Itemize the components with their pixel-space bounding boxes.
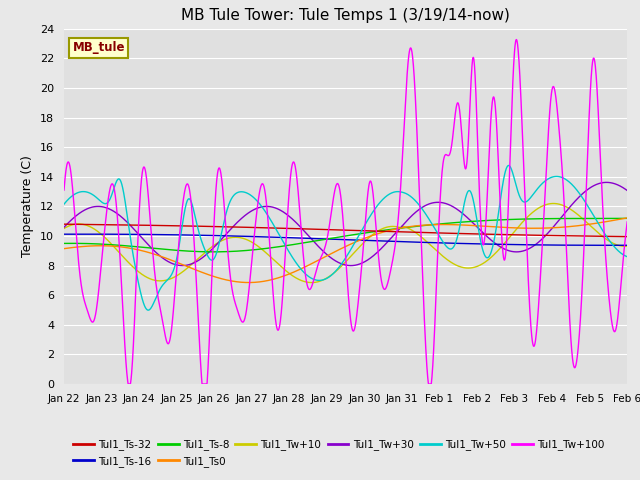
Tul1_Tw+30 — [179, 263, 186, 268]
Tul1_Tw+100 — [504, 217, 511, 223]
Line: Tul1_Tw+10: Tul1_Tw+10 — [64, 204, 627, 283]
Tul1_Ts-16 — [605, 242, 612, 248]
Tul1_Ts-8 — [607, 216, 614, 221]
Tul1_Tw+30 — [602, 180, 610, 185]
Tul1_Tw+10 — [89, 225, 97, 231]
Tul1_Ts0 — [89, 243, 97, 249]
Tul1_Tw+100 — [607, 315, 615, 321]
Tul1_Tw+30 — [334, 260, 342, 265]
Tul1_Tw+100 — [319, 250, 327, 255]
Tul1_Tw+10 — [319, 277, 327, 283]
Tul1_Tw+50 — [319, 277, 327, 283]
Tul1_Ts0 — [504, 225, 511, 230]
Tul1_Tw+10 — [504, 237, 511, 242]
Tul1_Tw+30 — [60, 224, 68, 230]
Tul1_Tw+100 — [60, 187, 68, 193]
Tul1_Tw+10 — [607, 240, 615, 245]
Tul1_Ts-16 — [607, 242, 615, 248]
Tul1_Ts-16 — [623, 242, 631, 248]
Tul1_Tw+10 — [60, 226, 68, 231]
Legend: Tul1_Ts-32, Tul1_Ts-16, Tul1_Ts-8, Tul1_Ts0, Tul1_Tw+10, Tul1_Tw+30, Tul1_Tw+50,: Tul1_Ts-32, Tul1_Ts-16, Tul1_Ts-8, Tul1_… — [69, 435, 609, 471]
Tul1_Ts-32 — [319, 227, 327, 232]
Tul1_Ts-32 — [623, 234, 631, 240]
Tul1_Ts-8 — [504, 216, 511, 222]
Line: Tul1_Ts-32: Tul1_Ts-32 — [64, 224, 627, 237]
Line: Tul1_Tw+100: Tul1_Tw+100 — [64, 40, 627, 384]
Tul1_Ts-32 — [60, 221, 68, 227]
Tul1_Ts0 — [623, 215, 631, 221]
Tul1_Tw+10 — [623, 243, 631, 249]
Tul1_Ts-32 — [89, 222, 97, 228]
Tul1_Tw+10 — [550, 201, 557, 206]
Tul1_Ts0 — [607, 218, 615, 224]
Tul1_Ts0 — [319, 255, 327, 261]
Tul1_Ts-16 — [82, 231, 90, 237]
Tul1_Ts-32 — [607, 234, 614, 240]
Tul1_Ts0 — [245, 280, 253, 286]
Tul1_Tw+10 — [334, 266, 342, 272]
Tul1_Tw+100 — [623, 219, 631, 225]
Tul1_Tw+30 — [607, 180, 615, 186]
Tul1_Ts0 — [60, 246, 68, 252]
Tul1_Tw+50 — [607, 240, 615, 246]
Tul1_Ts-8 — [60, 240, 68, 246]
Tul1_Tw+100 — [124, 381, 132, 387]
Text: MB_tule: MB_tule — [72, 41, 125, 54]
Tul1_Ts-32 — [607, 234, 614, 240]
Line: Tul1_Ts-8: Tul1_Ts-8 — [64, 218, 627, 252]
Tul1_Tw+30 — [89, 204, 97, 210]
Tul1_Ts-16 — [504, 241, 511, 247]
Line: Tul1_Ts-16: Tul1_Ts-16 — [64, 234, 627, 245]
Tul1_Tw+30 — [623, 188, 631, 193]
Tul1_Ts-32 — [504, 232, 511, 238]
Tul1_Tw+30 — [319, 248, 327, 254]
Tul1_Ts-8 — [89, 241, 97, 247]
Tul1_Ts-16 — [60, 231, 68, 237]
Tul1_Ts0 — [334, 247, 342, 253]
Line: Tul1_Tw+50: Tul1_Tw+50 — [64, 166, 627, 310]
Tul1_Tw+10 — [308, 280, 316, 286]
Tul1_Tw+100 — [334, 181, 342, 187]
Tul1_Ts-16 — [334, 237, 342, 242]
Tul1_Ts-8 — [623, 216, 631, 221]
Tul1_Tw+50 — [145, 307, 152, 313]
Tul1_Tw+50 — [607, 240, 615, 246]
Tul1_Tw+50 — [623, 254, 631, 260]
Tul1_Tw+50 — [334, 265, 342, 271]
Tul1_Ts-16 — [319, 236, 327, 242]
Tul1_Tw+50 — [60, 201, 68, 207]
Tul1_Ts-8 — [210, 249, 218, 255]
Tul1_Ts-8 — [334, 234, 342, 240]
Line: Tul1_Ts0: Tul1_Ts0 — [64, 218, 627, 283]
Tul1_Ts-16 — [607, 242, 615, 248]
Tul1_Tw+50 — [504, 163, 511, 169]
Tul1_Tw+30 — [607, 180, 615, 186]
Tul1_Ts-8 — [607, 216, 615, 221]
Y-axis label: Temperature (C): Temperature (C) — [22, 156, 35, 257]
Tul1_Ts-32 — [334, 227, 342, 233]
Tul1_Tw+50 — [505, 163, 513, 168]
Tul1_Tw+100 — [513, 37, 520, 43]
Tul1_Tw+100 — [607, 317, 615, 323]
Tul1_Tw+100 — [89, 319, 97, 325]
Tul1_Ts-16 — [89, 231, 97, 237]
Tul1_Tw+50 — [89, 192, 97, 198]
Tul1_Tw+10 — [607, 240, 615, 245]
Tul1_Tw+30 — [504, 248, 511, 253]
Tul1_Ts0 — [607, 218, 614, 224]
Tul1_Ts-8 — [319, 237, 327, 242]
Title: MB Tule Tower: Tule Temps 1 (3/19/14-now): MB Tule Tower: Tule Temps 1 (3/19/14-now… — [181, 9, 510, 24]
Line: Tul1_Tw+30: Tul1_Tw+30 — [64, 182, 627, 265]
